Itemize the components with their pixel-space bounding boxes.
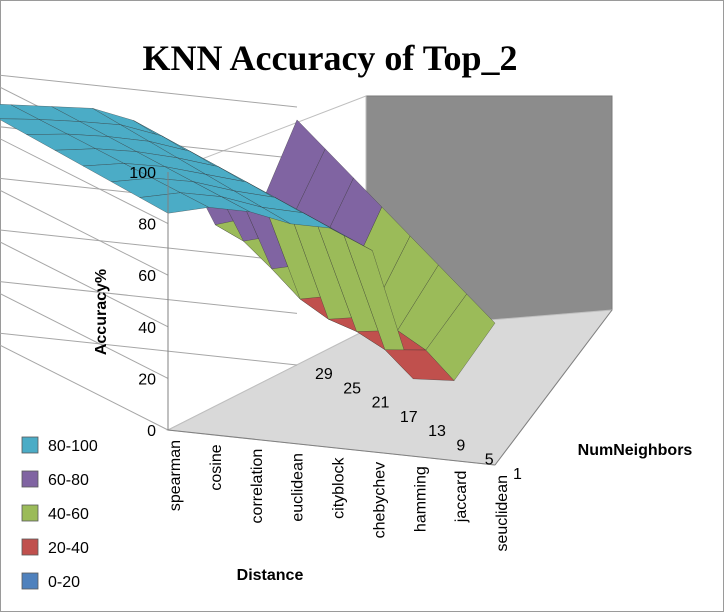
surface-cell bbox=[425, 293, 496, 382]
x-tick-label: hamming bbox=[412, 466, 429, 532]
depth-tick-label: 9 bbox=[456, 437, 465, 454]
x-axis-title: Distance bbox=[237, 567, 304, 584]
gridline bbox=[0, 281, 298, 379]
legend-label: 20-40 bbox=[48, 540, 89, 557]
surface-mesh bbox=[0, 104, 496, 382]
y-tick-label: 0 bbox=[147, 423, 156, 440]
x-tick-labels: spearman cosine correlation euclidean citybl… bbox=[167, 440, 511, 552]
legend-swatch bbox=[21, 470, 39, 488]
depth-tick-labels: 1 5 9 13 17 21 25 29 bbox=[315, 366, 522, 483]
depth-tick-label: 29 bbox=[315, 366, 333, 383]
depth-tick-label: 13 bbox=[428, 423, 446, 440]
gridline bbox=[0, 126, 298, 225]
depth-tick-label: 5 bbox=[485, 452, 494, 469]
x-axis-line bbox=[167, 429, 496, 466]
gridline bbox=[0, 332, 298, 431]
x-tick-label: chebychev bbox=[371, 462, 388, 539]
legend: 80-100 60-80 40-60 20-40 0-20 bbox=[21, 436, 98, 591]
legend-swatch bbox=[21, 436, 39, 454]
legend-swatch bbox=[21, 538, 39, 556]
y-tick-label: 60 bbox=[138, 268, 156, 285]
x-tick-label: spearman bbox=[167, 440, 184, 511]
legend-label: 40-60 bbox=[48, 506, 89, 523]
gridline bbox=[0, 229, 298, 328]
y-tick-label: 100 bbox=[129, 165, 156, 182]
depth-tick-label: 25 bbox=[343, 380, 361, 397]
x-tick-label: cityblock bbox=[331, 457, 348, 519]
depth-tick-label: 21 bbox=[372, 395, 390, 412]
y-tick-labels: 0 20 40 60 80 100 bbox=[129, 165, 156, 440]
x-tick-label: euclidean bbox=[290, 453, 307, 522]
legend-swatch bbox=[21, 504, 39, 522]
y-tick-label: 20 bbox=[138, 371, 156, 388]
x-tick-label: correlation bbox=[249, 449, 266, 524]
chart-title: KNN Accuracy of Top_2 bbox=[142, 38, 517, 78]
x-tick-label: cosine bbox=[208, 444, 225, 490]
y-axis-title: Accuracy% bbox=[93, 269, 110, 355]
y-tick-label: 40 bbox=[138, 320, 156, 337]
depth-tick-label: 17 bbox=[400, 409, 418, 426]
depth-axis-line bbox=[494, 309, 613, 466]
depth-axis-title: NumNeighbors bbox=[578, 442, 693, 459]
x-tick-label: seuclidean bbox=[494, 475, 511, 552]
x-tick-label: jaccard bbox=[453, 471, 470, 524]
legend-swatch bbox=[21, 572, 39, 590]
legend-label: 60-80 bbox=[48, 472, 89, 489]
y-tick-label: 80 bbox=[138, 217, 156, 234]
legend-label: 80-100 bbox=[48, 438, 98, 455]
depth-tick-label: 1 bbox=[513, 466, 522, 483]
legend-label: 0-20 bbox=[48, 574, 80, 591]
